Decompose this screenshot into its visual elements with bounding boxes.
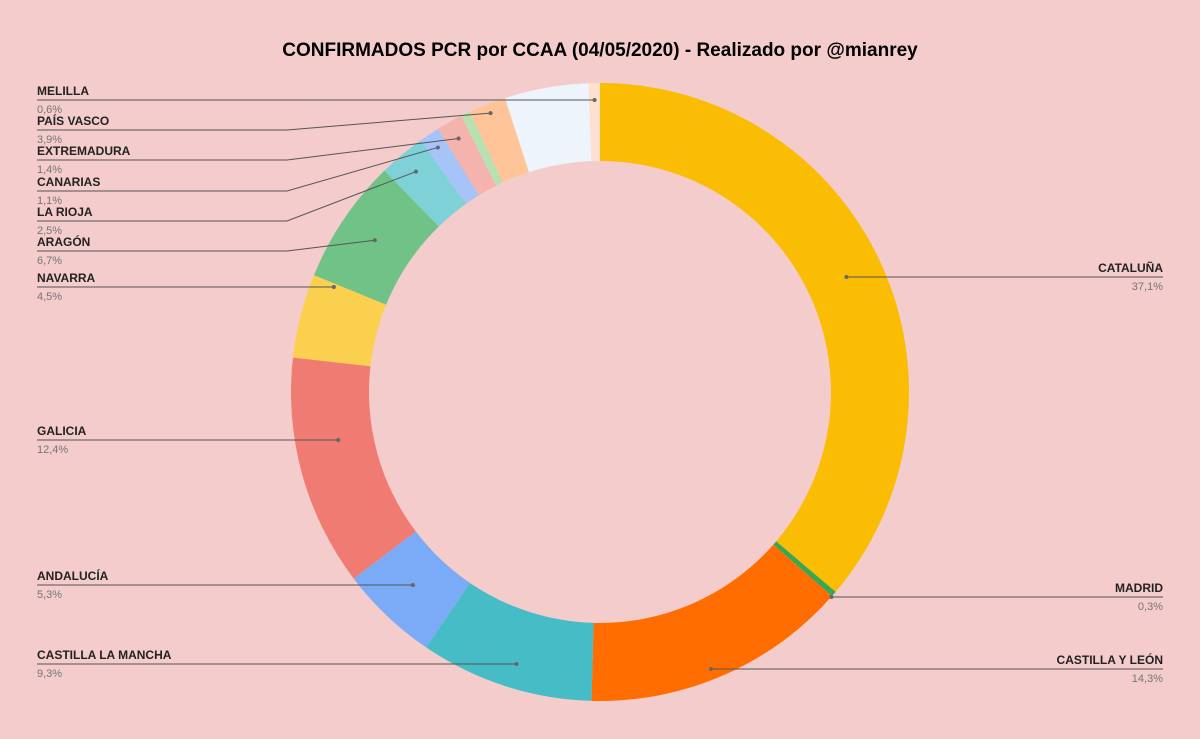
leader-dot-pais-vasco [488, 111, 493, 116]
leader-dot-galicia [336, 438, 341, 442]
label-pct-castilla-la-mancha: 9,3% [37, 668, 62, 680]
label-pct-aragon: 6,7% [37, 255, 62, 267]
label-pct-castilla-y-leon: 14,3% [1132, 673, 1163, 685]
slice-labels: CATALUÑA 37,1% MADRID 0,3% CASTILLA Y LEÓN 14… [37, 84, 1163, 685]
slice-extremadura[interactable] [438, 115, 497, 196]
leader-line-aragon [37, 239, 375, 252]
chart-title: CONFIRMADOS PCR por CCAA (04/05/2020) - … [282, 40, 918, 61]
label-pct-galicia: 12,4% [37, 444, 68, 456]
leader-dot-extremadura [456, 136, 461, 141]
leader-dot-cataluna [844, 275, 849, 279]
leader-dot-castilla-la-mancha [514, 662, 519, 666]
slice-navarra[interactable] [292, 275, 387, 367]
slice-aragon[interactable] [313, 170, 439, 305]
label-pct-navarra: 4,5% [37, 291, 62, 303]
label-pct-andalucia: 5,3% [37, 589, 62, 601]
label-pct-canarias: 1,1% [37, 195, 62, 207]
leader-dot-melilla [592, 98, 597, 102]
label-name-extremadura: EXTREMADURA [37, 144, 131, 158]
label-pct-melilla: 0,6% [37, 104, 62, 116]
slice-madrid[interactable] [773, 541, 836, 597]
label-name-melilla: MELILLA [37, 84, 89, 98]
label-name-canarias: CANARIAS [37, 175, 100, 189]
label-name-la-rioja: LA RIOJA [37, 205, 93, 219]
label-pct-madrid: 0,3% [1138, 601, 1163, 613]
slice-unlabeled-11[interactable] [461, 111, 503, 186]
slice-canarias[interactable] [420, 128, 479, 204]
leader-line-canarias [37, 146, 439, 192]
leader-dot-canarias [435, 145, 440, 150]
leader-line-pais-vasco [37, 112, 491, 131]
leader-dot-la-rioja [413, 169, 418, 174]
slice-galicia[interactable] [291, 357, 416, 579]
label-pct-extremadura: 1,4% [37, 164, 62, 176]
leader-dot-aragon [372, 238, 377, 243]
slice-andalucia[interactable] [353, 531, 471, 648]
leader-dot-andalucia [410, 583, 415, 587]
label-pct-la-rioja: 2,5% [37, 225, 62, 237]
label-name-galicia: GALICIA [37, 424, 87, 438]
label-name-pais-vasco: PAÍS VASCO [37, 113, 109, 128]
donut-slices [291, 83, 909, 701]
leader-dot-castilla-y-leon [708, 667, 713, 671]
label-name-andalucia: ANDALUCÍA [37, 568, 109, 583]
slice-la-rioja[interactable] [384, 140, 466, 227]
leader-dot-navarra [331, 285, 336, 289]
label-name-cataluna: CATALUÑA [1098, 260, 1163, 275]
label-name-navarra: NAVARRA [37, 271, 96, 285]
label-pct-pais-vasco: 3,9% [37, 134, 62, 146]
label-name-madrid: MADRID [1115, 581, 1163, 595]
leader-line-extremadura [37, 137, 459, 161]
label-name-castilla-y-leon: CASTILLA Y LEÓN [1057, 652, 1163, 667]
label-name-castilla-la-mancha: CASTILLA LA MANCHA [37, 648, 172, 662]
slice-pais-vasco[interactable] [469, 97, 529, 183]
slice-melilla[interactable] [588, 83, 600, 162]
slice-castilla-la-mancha[interactable] [426, 582, 594, 701]
label-name-aragon: ARAGÓN [37, 234, 90, 249]
leader-line-la-rioja [37, 171, 417, 222]
leader-dot-madrid [829, 595, 834, 599]
slice-cataluna[interactable] [600, 83, 909, 592]
label-pct-cataluna: 37,1% [1132, 281, 1163, 293]
slice-castilla-y-leon[interactable] [591, 544, 832, 701]
slice-unlabeled-13[interactable] [504, 83, 592, 173]
